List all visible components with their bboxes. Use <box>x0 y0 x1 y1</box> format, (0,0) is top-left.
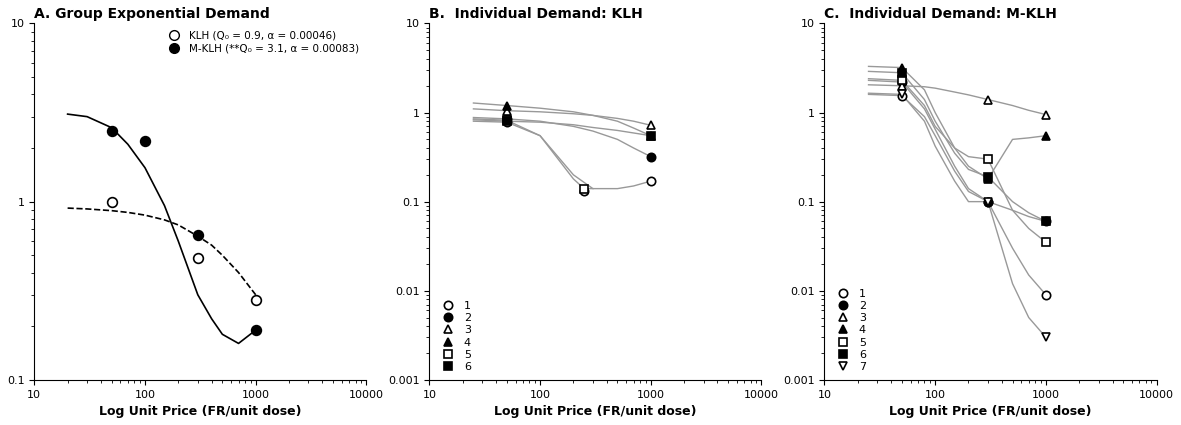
Legend: KLH (Q₀ = 0.9, α = 0.00046), M-KLH (**Q₀ = 3.1, α = 0.00083): KLH (Q₀ = 0.9, α = 0.00046), M-KLH (**Q₀… <box>162 29 361 56</box>
X-axis label: Log Unit Price (FR/unit dose): Log Unit Price (FR/unit dose) <box>889 405 1091 418</box>
Text: A. Group Exponential Demand: A. Group Exponential Demand <box>34 7 270 21</box>
X-axis label: Log Unit Price (FR/unit dose): Log Unit Price (FR/unit dose) <box>494 405 697 418</box>
Text: C.  Individual Demand: M-KLH: C. Individual Demand: M-KLH <box>824 7 1057 21</box>
Legend: 1, 2, 3, 4, 5, 6, 7: 1, 2, 3, 4, 5, 6, 7 <box>830 286 868 374</box>
Legend: 1, 2, 3, 4, 5, 6: 1, 2, 3, 4, 5, 6 <box>435 299 474 374</box>
Text: B.  Individual Demand: KLH: B. Individual Demand: KLH <box>430 7 644 21</box>
X-axis label: Log Unit Price (FR/unit dose): Log Unit Price (FR/unit dose) <box>99 405 301 418</box>
